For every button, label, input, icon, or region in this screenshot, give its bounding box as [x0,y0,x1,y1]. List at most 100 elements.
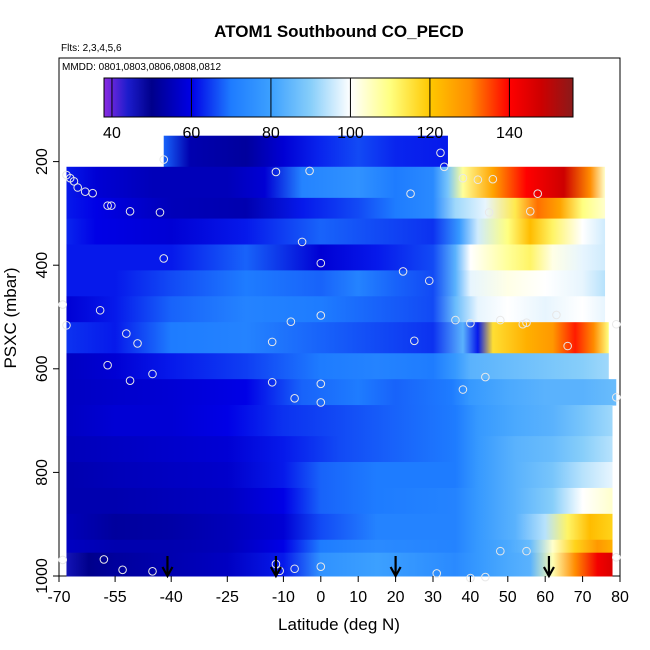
heatmap-layer [163,135,448,168]
sample-point [484,208,494,217]
heatmap-layer [66,462,613,489]
sample-point [436,148,445,158]
x-axis-label: Latitude (deg N) [278,615,400,634]
y-tick-label: 1000 [34,558,51,594]
sample-point [496,315,505,325]
sample-point [439,162,449,172]
x-tick-label: -10 [272,589,295,606]
sample-point [473,175,483,185]
sample-point [267,377,277,387]
heatmap-layer [66,270,606,297]
sample-point [133,339,142,348]
sample-point [496,546,505,556]
x-tick-label: 60 [536,589,554,606]
sample-point [518,319,528,329]
sample-point [398,267,408,276]
x-tick-label: 30 [424,589,442,606]
heatmap-layer [66,405,613,437]
flights-note: Flts: 2,3,4,5,6 [61,43,122,54]
x-tick-label: 70 [574,589,592,606]
colorbar: 40 60 80 100 120 140 [103,77,574,142]
x-tick-label: -70 [47,589,70,606]
x-tick-label: -55 [104,589,127,606]
colorbar-bar [103,77,574,118]
colorbar-tick-label: 100 [337,125,364,142]
sample-point [58,555,68,565]
sample-point [316,311,326,320]
sample-point [155,208,165,217]
heatmap-layer [66,322,609,354]
sample-point [432,569,442,578]
sample-point [122,329,131,338]
sample-point [69,176,79,186]
y-tick-label: 400 [34,252,51,279]
dates-note: MMDD: 0801,0803,0806,0808,0812 [62,62,221,73]
x-tick-label: -25 [216,589,239,606]
sample-point [451,315,460,325]
sample-point [286,317,296,326]
sample-point [88,188,97,198]
x-axis: -70 -55 -40 -25 -10 0 10 20 30 40 50 60 70 80 [47,576,629,606]
sample-point [458,385,468,394]
heatmap-layer [66,552,613,577]
sample-point [103,201,112,210]
sample-point [73,183,82,192]
sample-point [297,237,307,247]
sample-point [466,318,475,328]
sample-point [424,276,434,286]
sample-point [552,310,561,320]
sample-point [410,336,419,346]
sample-point [316,398,326,407]
sample-point [271,167,281,177]
sample-point [611,319,621,329]
colorbar-tick-label: 40 [103,125,121,142]
sample-point [159,254,169,263]
colorbar-tick-label: 140 [496,125,523,142]
x-tick-label: 20 [387,589,405,606]
y-axis-label: PSXC (mbar) [1,267,20,368]
sample-point [118,565,127,575]
sample-point [305,166,314,176]
sample-point [99,555,109,564]
sample-point [406,189,415,199]
colorbar-ticks: 40 60 80 100 120 140 [103,78,523,142]
heatmap-layer [66,379,617,406]
heatmap-layers [66,135,617,577]
sample-point [148,369,157,379]
sample-point [481,572,490,582]
sample-point [58,300,68,309]
x-tick-label: -40 [160,589,183,606]
sample-point [488,174,498,184]
colorbar-tick-label: 60 [183,125,201,142]
sample-point [148,567,157,576]
profile-arrow-head [269,566,282,579]
heatmap-layer [66,353,609,380]
sample-point [481,372,490,382]
heatmap-layer [66,197,606,220]
sample-point [125,376,135,386]
profile-arrow-head [542,566,555,579]
sample-point [533,189,543,199]
chart-title: ATOM1 Southbound CO_PECD [214,22,464,41]
sample-point [290,394,299,403]
sample-point [267,337,277,347]
colorbar-tick-label: 80 [262,125,280,142]
sample-point [107,201,116,210]
heatmap-layer [66,296,606,323]
y-tick-label: 600 [34,355,51,382]
sample-point [522,546,531,556]
sample-point [563,341,572,351]
sample-point [522,318,531,327]
heatmap-layer [66,166,606,199]
y-tick-label: 200 [34,148,51,175]
heatmap-layer [66,218,606,245]
sample-point [316,562,326,571]
heatmap-layer [66,487,613,515]
heatmap-layer [66,539,613,554]
sample-points [58,148,621,583]
sample-point [159,155,169,164]
sample-point [316,379,326,389]
sample-point [316,258,326,268]
sample-point [125,207,135,216]
